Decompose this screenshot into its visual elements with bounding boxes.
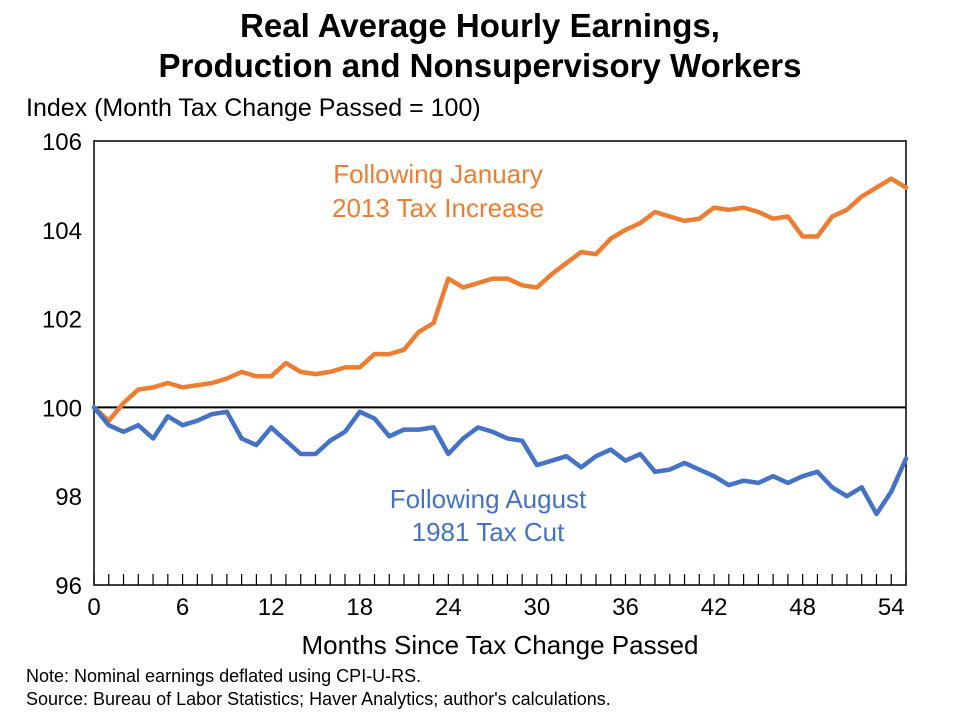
y-tick-label: 98 bbox=[55, 484, 82, 511]
chart-title: Real Average Hourly Earnings, Production… bbox=[0, 6, 960, 86]
series-label-2013-line-1: Following January bbox=[333, 159, 543, 189]
y-tick-label: 106 bbox=[42, 129, 82, 156]
x-tick-label: 48 bbox=[789, 594, 816, 621]
plot-frame bbox=[93, 140, 907, 586]
y-tick-label: 104 bbox=[42, 218, 82, 245]
x-tick-label: 12 bbox=[258, 594, 285, 621]
title-line-2: Production and Nonsupervisory Workers bbox=[158, 47, 802, 84]
x-tick-label: 30 bbox=[524, 594, 551, 621]
source-text: Source: Bureau of Labor Statistics; Have… bbox=[26, 689, 611, 709]
x-axis-label: Months Since Tax Change Passed bbox=[301, 630, 699, 660]
x-tick-label: 36 bbox=[612, 594, 639, 621]
y-tick-label: 100 bbox=[42, 395, 82, 422]
x-tick-label: 0 bbox=[87, 594, 100, 621]
series-label-1981-line-1: Following August bbox=[390, 484, 587, 514]
x-tick-label: 42 bbox=[701, 594, 728, 621]
x-tick-label: 54 bbox=[878, 594, 905, 621]
series-label-1981-line-2: 1981 Tax Cut bbox=[412, 517, 566, 547]
y-tick-label: 96 bbox=[55, 573, 82, 600]
x-tick-label: 18 bbox=[346, 594, 373, 621]
y-tick-label: 102 bbox=[42, 307, 82, 334]
y-axis-label: Index (Month Tax Change Passed = 100) bbox=[26, 94, 481, 122]
note-text: Note: Nominal earnings deflated using CP… bbox=[26, 666, 422, 686]
x-tick-label: 24 bbox=[435, 594, 462, 621]
x-tick-label: 6 bbox=[176, 594, 189, 621]
series-label-2013-line-2: 2013 Tax Increase bbox=[332, 193, 544, 223]
title-line-1: Real Average Hourly Earnings, bbox=[240, 7, 720, 44]
series-line-2013-tax-increase bbox=[91, 176, 909, 423]
series-line-1981-tax-cut bbox=[91, 405, 909, 517]
